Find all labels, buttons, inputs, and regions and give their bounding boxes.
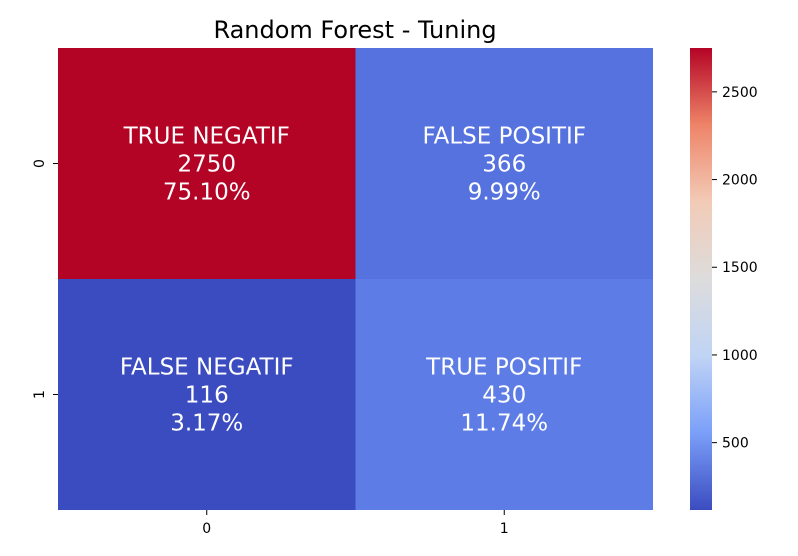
cell-label: FALSE POSITIF <box>422 124 586 150</box>
cell-label: TRUE NEGATIF <box>123 124 290 150</box>
chart-title: Random Forest - Tuning <box>213 16 496 44</box>
cell-percent: 75.10% <box>163 180 251 206</box>
colorbar-scale <box>690 48 712 510</box>
x-tick-label: 0 <box>202 521 211 537</box>
cell-percent: 9.99% <box>468 180 541 206</box>
colorbar-tick-label: 1000 <box>722 348 758 364</box>
colorbar-tick-label: 1500 <box>722 260 758 276</box>
heatmap-cell <box>58 279 356 510</box>
heatmap-cell <box>355 279 653 510</box>
colorbar: 500 1000 1500 2000 2500 <box>690 48 758 510</box>
cell-value: 430 <box>482 383 526 409</box>
heatmap-cell <box>355 48 653 279</box>
colorbar-tick-label: 2500 <box>722 85 758 101</box>
cell-label: TRUE POSITIF <box>425 355 582 381</box>
cell-value: 2750 <box>177 152 236 178</box>
cell-value: 366 <box>482 152 526 178</box>
colorbar-tick-label: 2000 <box>722 173 758 189</box>
cell-label: FALSE NEGATIF <box>120 355 294 381</box>
heatmap-axes: 0 1 0 1 <box>32 159 509 537</box>
colorbar-tick-label: 500 <box>722 436 749 452</box>
y-tick-label: 1 <box>32 390 48 399</box>
cell-percent: 11.74% <box>460 411 548 437</box>
cell-percent: 3.17% <box>170 411 243 437</box>
y-tick-label: 0 <box>32 159 48 168</box>
heatmap-cell <box>58 48 356 279</box>
x-tick-label: 1 <box>500 521 509 537</box>
cell-value: 116 <box>185 383 229 409</box>
